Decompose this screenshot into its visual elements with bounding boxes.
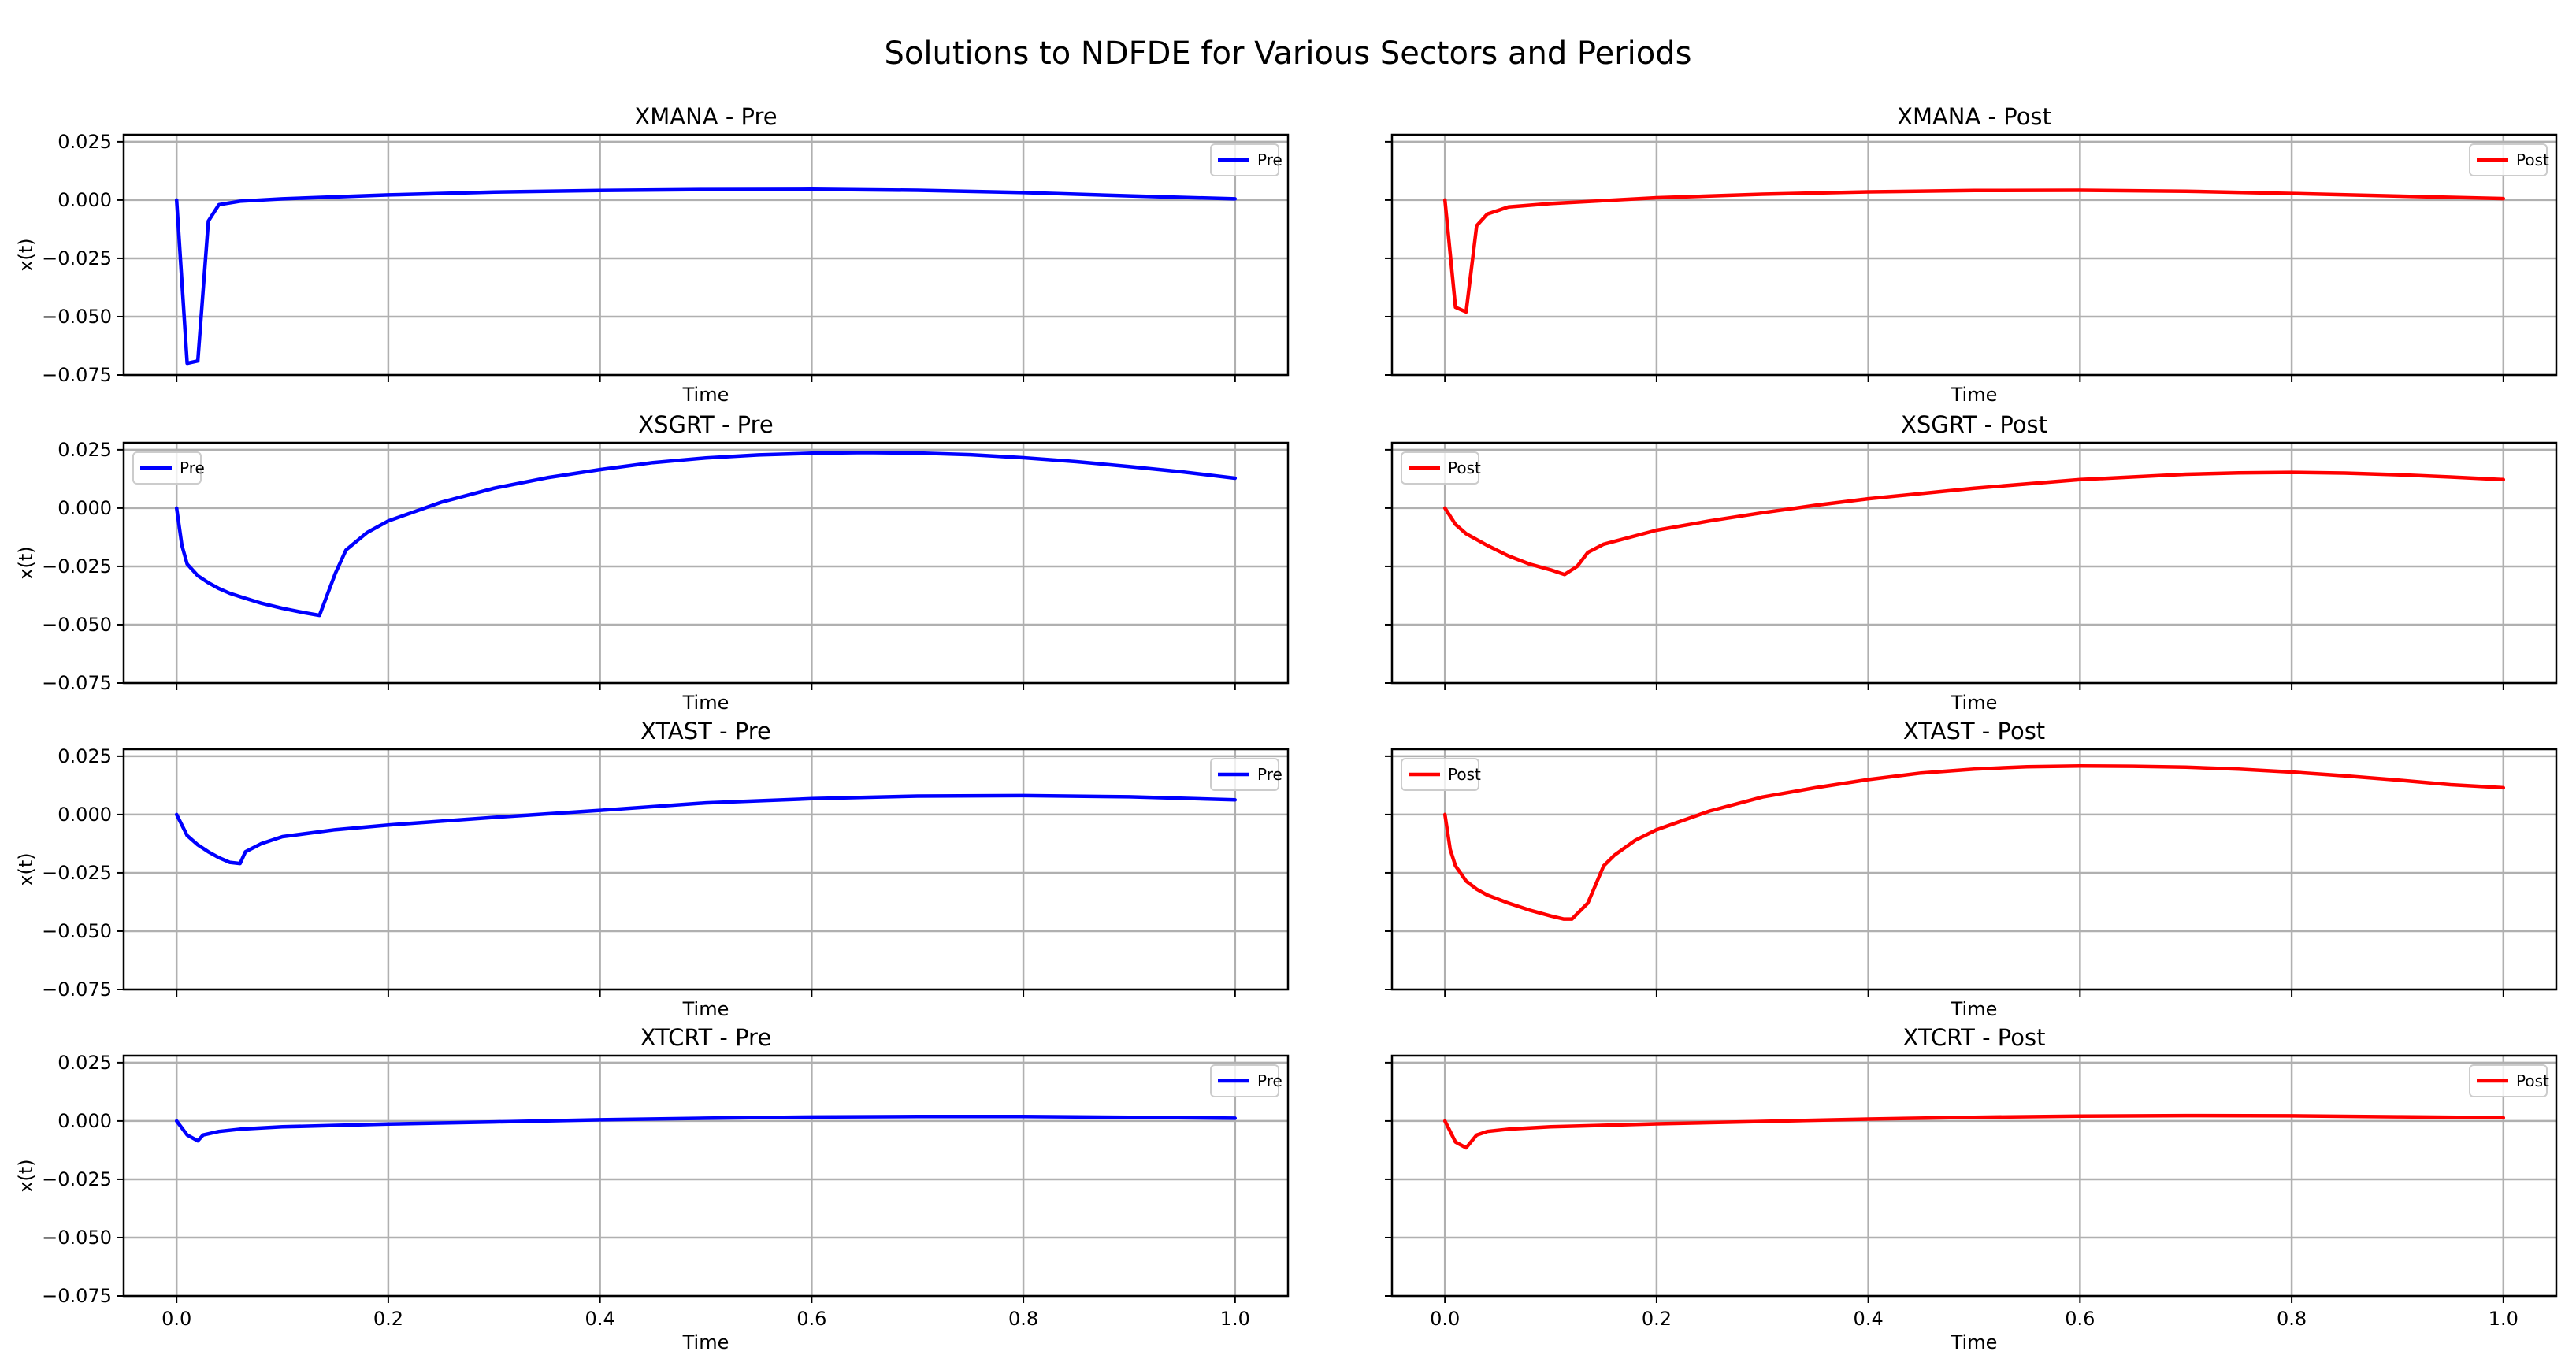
y-tick-label: −0.025 [42,862,112,884]
subplot-title: XSGRT - Post [1901,411,2047,438]
x-axis-label: Time [1951,998,1998,1020]
legend-label: Pre [1257,1071,1282,1090]
y-axis-label: x(t) [15,852,37,885]
legend-label: Pre [1257,150,1282,169]
legend-label: Pre [180,459,205,477]
subplot-title: XSGRT - Pre [638,411,774,438]
legend-label: Post [2516,1071,2549,1090]
subplot-panel: 0.0 0.2 0.4 0.6 0.8 1.0 XTCRT - Post Time Post [1385,1024,2558,1353]
axes-frame [1390,748,2558,991]
y-axis-label: x(t) [15,1159,37,1192]
y-tick-label: −0.075 [42,364,112,386]
y-axis-label: x(t) [15,546,37,579]
subplot-title: XTAST - Pre [640,718,771,744]
x-tick-label: 0.8 [2277,1308,2307,1330]
y-tick-label: 0.025 [58,131,112,153]
legend: Post [1401,451,1481,485]
x-tick-label: 0.6 [796,1308,826,1330]
subplot-title: XTAST - Post [1903,718,2045,744]
series-line-post [1442,188,2506,314]
y-tick-label: −0.050 [42,306,112,328]
axes-frame [122,133,1290,377]
y-tick-label: −0.050 [42,614,112,636]
y-tick-label: 0.000 [58,804,112,826]
x-axis-label: Time [682,1331,729,1353]
axes-frame [122,1054,1290,1298]
x-axis-label: Time [1951,384,1998,406]
x-axis-label: Time [682,384,729,406]
axes-frame [1390,133,2558,377]
x-tick-label: 0.0 [1430,1308,1460,1330]
x-tick-label: 0.2 [1642,1308,1672,1330]
subplot-title: XMANA - Post [1897,103,2051,130]
subplot-panel: 0.0 0.2 0.4 0.6 0.8 1.0 0.025 0.000 −0.025 −0.050… [15,1024,1290,1353]
y-tick-label: 0.000 [58,189,112,211]
y-tick-label: 0.000 [58,497,112,519]
legend: Pre [1210,143,1282,176]
x-axis-label: Time [1951,1331,1998,1353]
legend: Post [2469,1064,2549,1097]
axes-frame [122,441,1290,685]
series-line-pre [174,451,1238,618]
legend-label: Post [1448,765,1481,784]
x-axis-label: Time [682,692,729,714]
series-line-pre [174,187,1238,366]
y-tick-label: 0.000 [58,1110,112,1132]
x-tick-label: 0.2 [373,1308,403,1330]
subplot-title: XMANA - Pre [634,103,777,130]
subplot-panel: XTAST - Post Time Post [1385,718,2558,1020]
figure-title: Solutions to NDFDE for Various Sectors a… [885,35,1692,72]
legend-label: Post [1448,459,1481,477]
y-tick-label: −0.075 [42,1285,112,1307]
subplot-panel: 0.025 0.000 −0.025 −0.050 −0.075 XSGRT - Pre T… [15,411,1290,714]
x-tick-label: 0.8 [1008,1308,1038,1330]
subplot-panel: 0.025 0.000 −0.025 −0.050 −0.075 XMANA - Pre T… [15,103,1290,406]
subplot-panel: 0.025 0.000 −0.025 −0.050 −0.075 XTAST - Pre T… [15,718,1290,1020]
axes-frame [1390,1054,2558,1298]
y-tick-label: 0.025 [58,1052,112,1074]
y-tick-label: −0.050 [42,920,112,942]
series-line-pre [174,793,1238,866]
y-tick-label: 0.025 [58,745,112,767]
legend-label: Pre [1257,765,1282,784]
legend: Post [1401,758,1481,791]
subplot-title: XTCRT - Post [1903,1024,2046,1051]
x-tick-label: 1.0 [2489,1308,2518,1330]
axes-frame [122,748,1290,991]
legend: Pre [1210,1064,1282,1097]
series-line-post [1442,470,2506,577]
x-axis-label: Time [682,998,729,1020]
subplot-panel: XMANA - Post Time Post [1385,103,2558,406]
legend-label: Post [2516,150,2549,169]
axes-frame [1390,441,2558,685]
x-tick-label: 1.0 [1220,1308,1250,1330]
subplot-panel: XSGRT - Post Time Post [1385,411,2558,714]
y-tick-label: −0.075 [42,672,112,694]
x-tick-label: 0.4 [585,1308,615,1330]
x-axis-label: Time [1951,692,1998,714]
y-tick-label: −0.025 [42,555,112,577]
legend: Post [2469,143,2549,176]
legend: Pre [1210,758,1282,791]
y-tick-label: −0.075 [42,978,112,1001]
x-tick-label: 0.6 [2065,1308,2095,1330]
legend: Pre [132,451,205,485]
series-line-post [1442,764,2506,921]
y-tick-label: −0.050 [42,1227,112,1249]
x-tick-label: 0.4 [1854,1308,1884,1330]
x-tick-label: 0.0 [161,1308,191,1330]
y-tick-label: −0.025 [42,1168,112,1190]
y-tick-label: −0.025 [42,247,112,269]
y-tick-label: 0.025 [58,439,112,461]
subplot-title: XTCRT - Pre [640,1024,771,1051]
series-line-pre [174,1115,1238,1143]
y-axis-label: x(t) [15,238,37,271]
series-line-post [1442,1113,2506,1150]
